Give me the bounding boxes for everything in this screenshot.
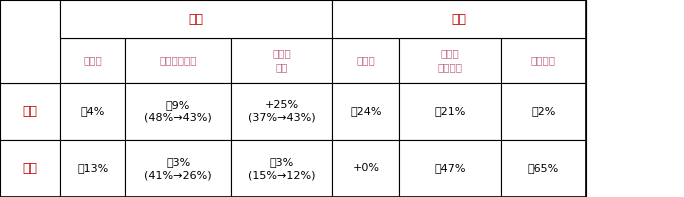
Bar [399, 83, 501, 140]
Text: －4%: －4% [81, 106, 105, 116]
Bar [60, 0, 125, 38]
Bar [0, 140, 60, 197]
Bar [501, 38, 586, 83]
Bar [0, 0, 60, 38]
Bar [399, 0, 501, 38]
Text: －65%: －65% [528, 164, 559, 173]
Text: 半導体
製造装置: 半導体 製造装置 [438, 49, 462, 72]
Bar [125, 0, 231, 38]
Bar [0, 0, 586, 197]
Bar [231, 0, 332, 38]
Text: －3%
(41%→26%): －3% (41%→26%) [144, 157, 212, 180]
Bar [125, 83, 231, 140]
Bar [60, 83, 125, 140]
Bar [332, 140, 399, 197]
Text: 米国: 米国 [23, 162, 38, 175]
Text: 自動車
部品: 自動車 部品 [272, 49, 291, 72]
Bar [332, 0, 399, 38]
Bar [399, 38, 501, 83]
Bar [0, 0, 60, 83]
Bar [399, 140, 501, 197]
Text: +25%
(37%→43%): +25% (37%→43%) [248, 100, 315, 123]
Bar [60, 140, 125, 197]
Text: 総輸入: 総輸入 [83, 56, 102, 66]
Text: －3%
(15%→12%): －3% (15%→12%) [248, 157, 315, 180]
Text: 輸出: 輸出 [452, 13, 466, 26]
Bar [0, 83, 60, 140]
Bar [332, 83, 399, 140]
Text: －21%: －21% [434, 106, 466, 116]
Text: 日本: 日本 [23, 105, 38, 118]
Bar [332, 38, 399, 83]
Bar [501, 83, 586, 140]
Bar [231, 38, 332, 83]
Text: 集積回路: 集積回路 [531, 56, 556, 66]
Text: +0%: +0% [352, 164, 380, 173]
Text: 輸入: 輸入 [189, 13, 204, 26]
Text: 総輸出: 総輸出 [356, 56, 376, 66]
Bar [501, 140, 586, 197]
Bar [231, 83, 332, 140]
Bar [0, 38, 60, 83]
Text: －47%: －47% [434, 164, 466, 173]
Text: －13%: －13% [77, 164, 108, 173]
Bar [125, 38, 231, 83]
Text: －9%
(48%→43%): －9% (48%→43%) [144, 100, 212, 123]
Text: －2%: －2% [531, 106, 555, 116]
Bar [60, 0, 332, 38]
Bar [231, 140, 332, 197]
Bar [332, 0, 586, 38]
Bar [501, 0, 586, 38]
Text: 電気電子機器: 電気電子機器 [159, 56, 197, 66]
Text: －24%: －24% [350, 106, 382, 116]
Bar [125, 140, 231, 197]
Bar [60, 38, 125, 83]
